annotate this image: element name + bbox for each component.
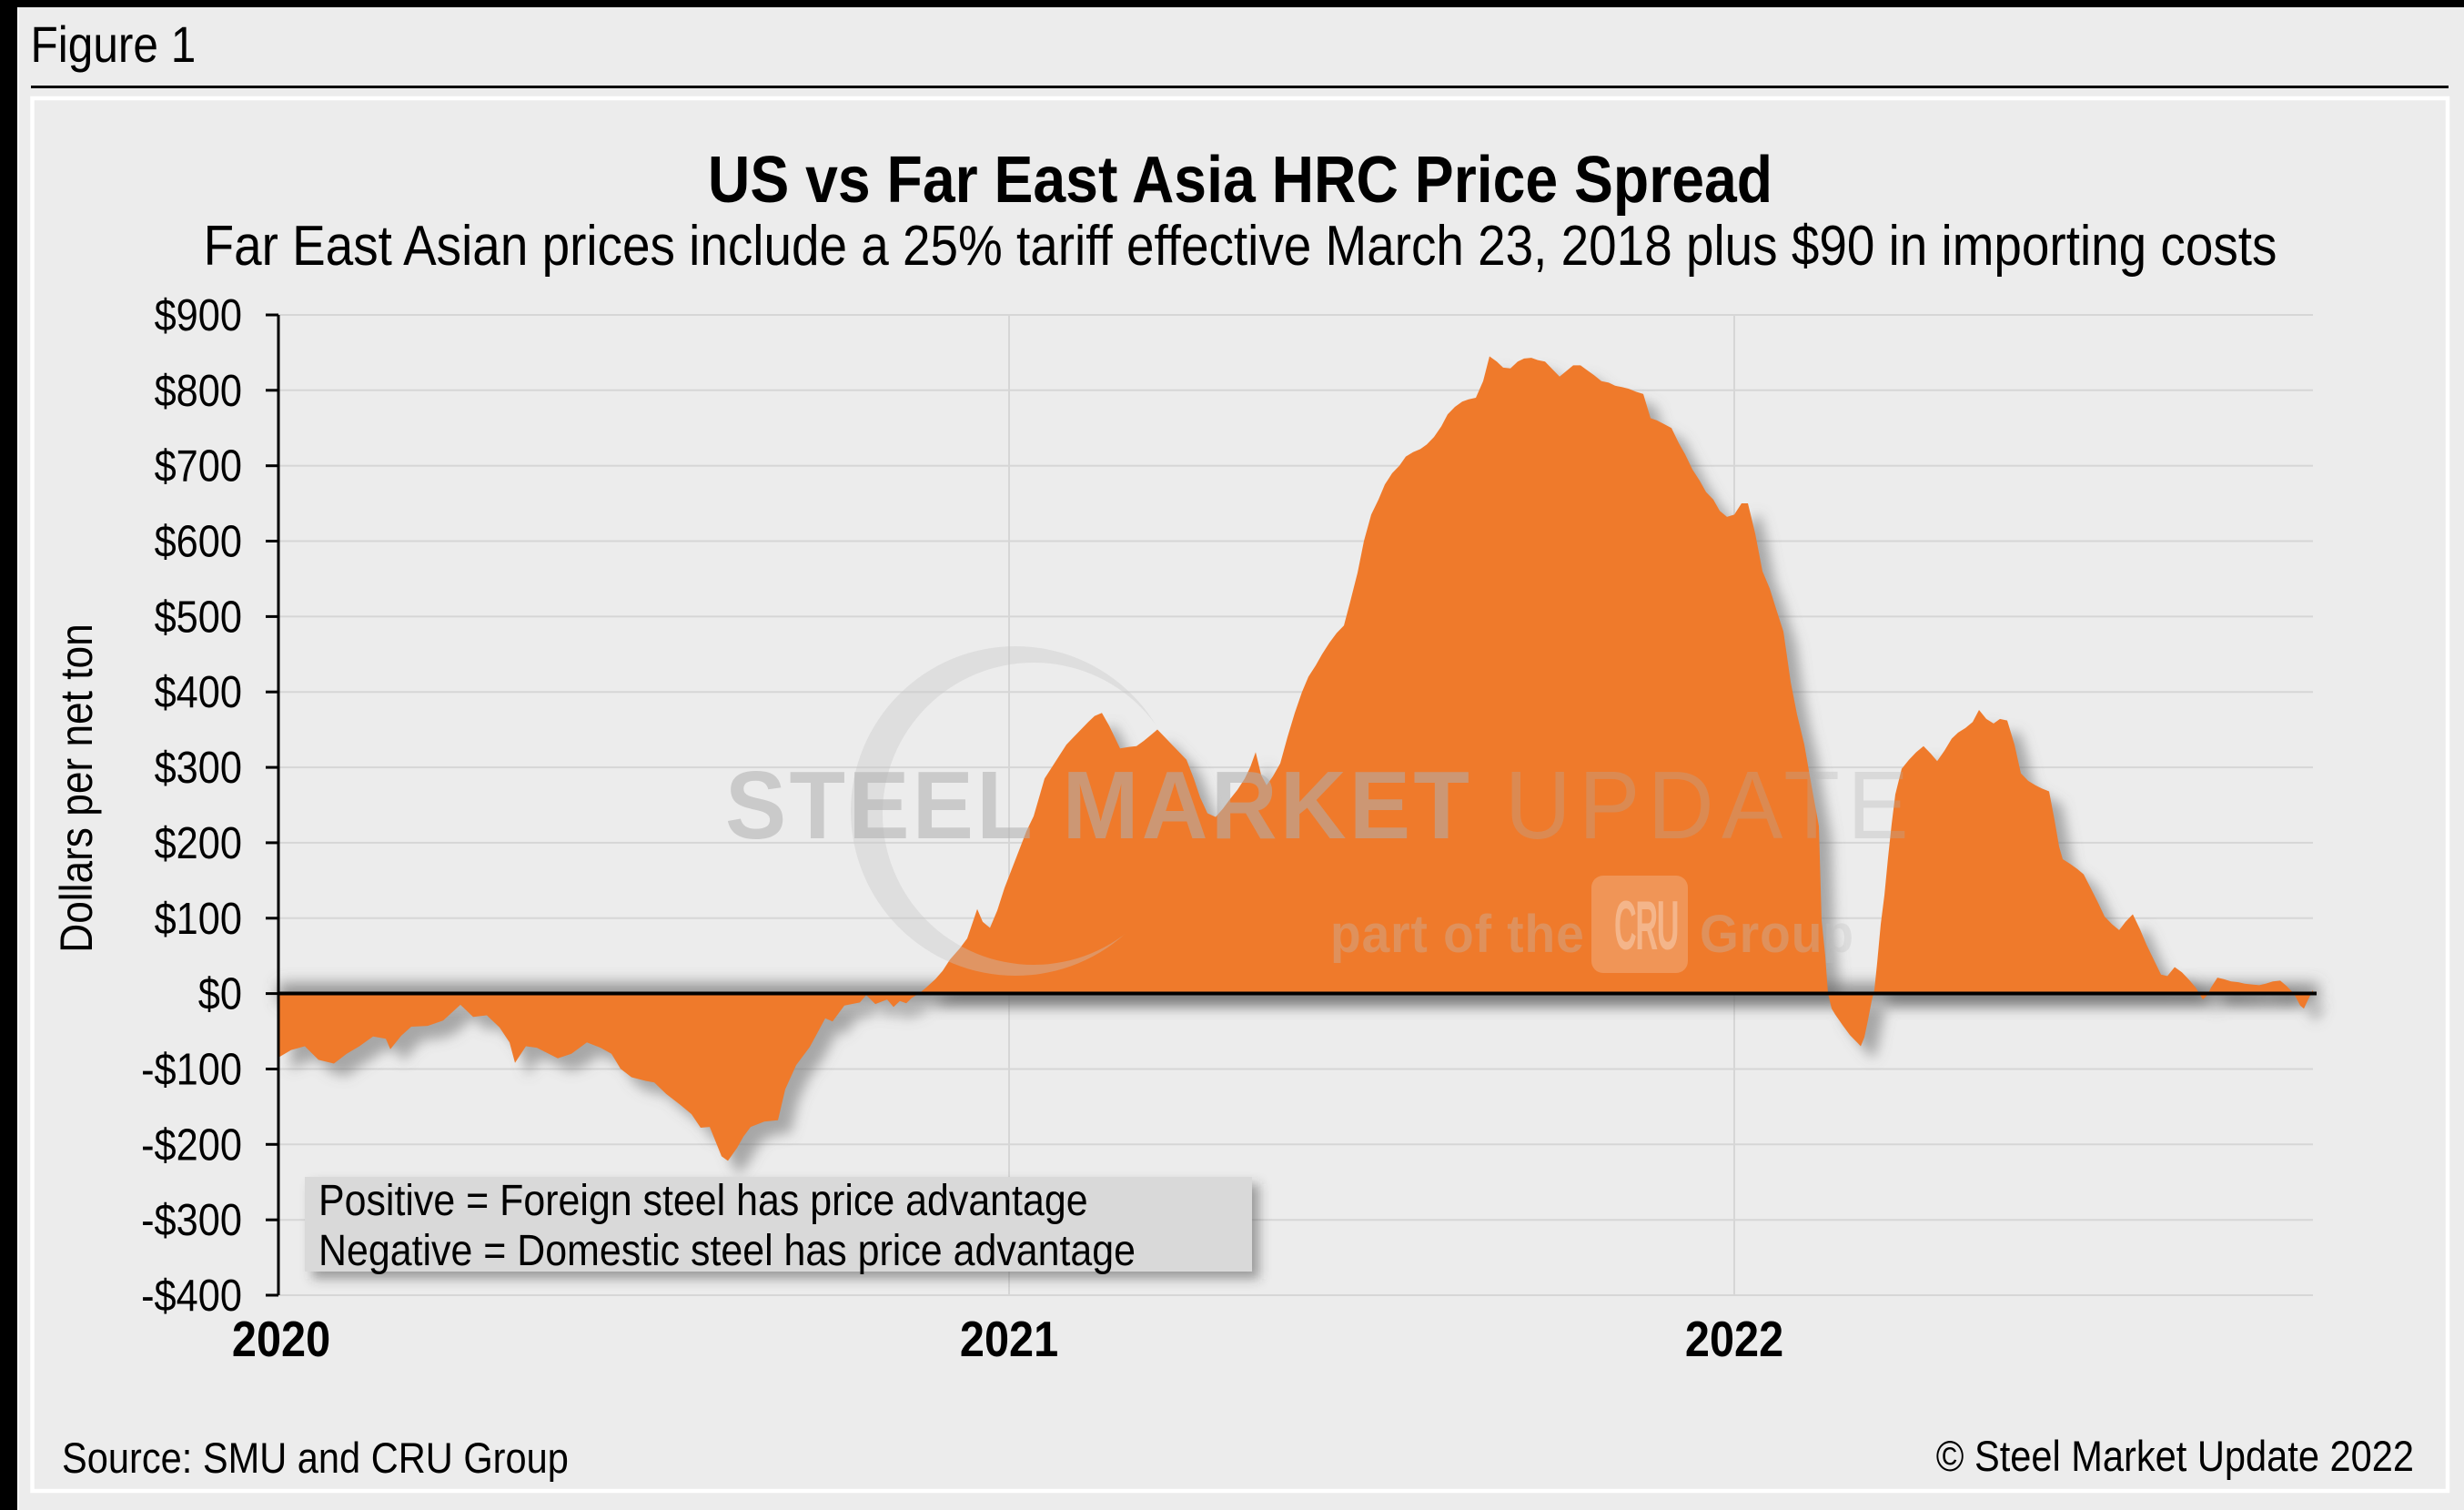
- svg-text:$0: $0: [198, 968, 242, 1018]
- svg-text:Figure 1: Figure 1: [31, 16, 197, 73]
- svg-text:Positive = Foreign steel has p: Positive = Foreign steel has price advan…: [318, 1176, 1088, 1225]
- svg-text:US vs Far East Asia HRC Price: US vs Far East Asia HRC Price Spread: [708, 142, 1772, 217]
- svg-text:$600: $600: [155, 516, 242, 566]
- svg-text:$300: $300: [155, 743, 242, 793]
- svg-text:$700: $700: [155, 441, 242, 491]
- svg-text:2022: 2022: [1685, 1312, 1783, 1367]
- svg-text:$900: $900: [155, 290, 242, 340]
- svg-text:STEEL MARKET: STEEL MARKET: [725, 751, 1472, 859]
- svg-text:-$200: -$200: [141, 1120, 242, 1170]
- svg-text:-$400: -$400: [141, 1271, 242, 1321]
- svg-text:$200: $200: [155, 817, 242, 867]
- svg-text:UPDATE: UPDATE: [1505, 751, 1916, 859]
- svg-text:Far East Asian prices include: Far East Asian prices include a 25% tari…: [204, 215, 2277, 278]
- svg-text:2021: 2021: [960, 1312, 1058, 1367]
- svg-text:$100: $100: [155, 893, 242, 943]
- svg-text:$400: $400: [155, 667, 242, 717]
- svg-text:2020: 2020: [232, 1312, 330, 1367]
- svg-text:Negative = Domestic steel has: Negative = Domestic steel has price adva…: [318, 1226, 1136, 1275]
- svg-text:part of the: part of the: [1330, 905, 1585, 964]
- svg-text:$500: $500: [155, 592, 242, 642]
- svg-text:Dollars per net ton: Dollars per net ton: [52, 623, 103, 953]
- svg-text:-$300: -$300: [141, 1195, 242, 1245]
- svg-text:© Steel Market Update 2022: © Steel Market Update 2022: [1936, 1434, 2414, 1481]
- svg-text:Group: Group: [1700, 905, 1854, 964]
- svg-text:Source: SMU and CRU Group: Source: SMU and CRU Group: [62, 1435, 569, 1483]
- svg-text:-$100: -$100: [141, 1044, 242, 1094]
- svg-text:$800: $800: [155, 365, 242, 415]
- svg-text:CRU: CRU: [1614, 888, 1678, 965]
